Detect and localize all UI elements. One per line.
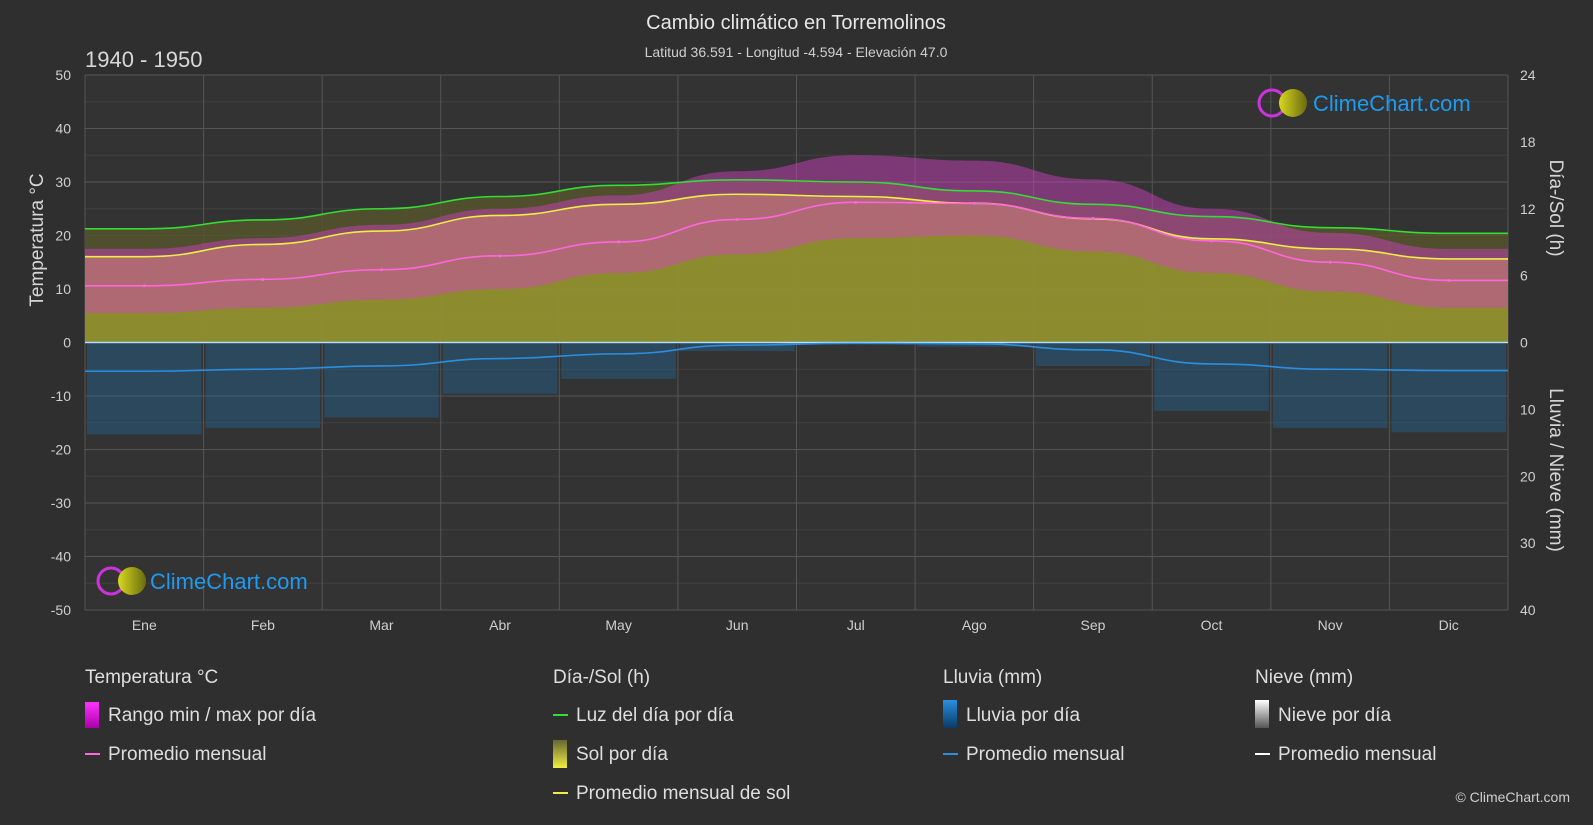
- legend-rain-label: Lluvia por día: [966, 705, 1081, 726]
- daylight-line: [85, 178, 1508, 235]
- rain-bar: [442, 342, 558, 394]
- legend-temp-heading: Temperatura °C: [85, 667, 218, 688]
- month-label: May: [605, 617, 631, 633]
- period-label: 1940 - 1950: [85, 47, 202, 72]
- legend-sunshine-label: Sol por día: [576, 744, 668, 765]
- legend-snow-heading: Nieve (mm): [1255, 667, 1353, 688]
- axis-ticks: 50 40 30 20 10 0 -10 -20 -30 -40 -50 24 18 12 6 0 10 20 30…: [51, 67, 1536, 618]
- temp-avg-point: [972, 201, 976, 205]
- rain-bar: [87, 342, 202, 435]
- temp-avg-point: [379, 268, 383, 272]
- month-label: Jun: [726, 617, 749, 633]
- left-tick-label: -40: [51, 549, 71, 565]
- temp-avg-point: [617, 240, 621, 244]
- temp-avg-point: [142, 284, 146, 288]
- temp-range-band: [85, 155, 1508, 314]
- right-axis-label-rain: Lluvia / Nieve (mm): [1545, 388, 1566, 552]
- temp-avg-point: [735, 217, 739, 221]
- rain-bars: [87, 342, 1506, 435]
- right-rain-tick-label: 10: [1520, 401, 1536, 417]
- logo-bottom-text: ClimeChart.com: [150, 569, 308, 594]
- left-tick-label: -50: [51, 602, 71, 618]
- right-rain-tick-label: 30: [1520, 535, 1536, 551]
- left-tick-label: 40: [55, 121, 71, 137]
- temp-avg-point: [498, 254, 502, 258]
- legend-snow-swatch: [1255, 700, 1269, 728]
- sun-avg-line: [85, 193, 1508, 260]
- month-label: Dic: [1439, 617, 1459, 633]
- legend-temp-range-swatch: [85, 702, 99, 728]
- left-tick-label: 20: [55, 228, 71, 244]
- left-tick-label: -10: [51, 388, 71, 404]
- rain-bar: [1272, 342, 1388, 429]
- left-tick-label: 10: [55, 281, 71, 297]
- left-tick-label: 50: [55, 67, 71, 83]
- temp-avg-point: [1447, 278, 1451, 282]
- legend-rain-avg-label: Promedio mensual: [966, 744, 1124, 765]
- month-label: Sep: [1080, 617, 1105, 633]
- rain-bar: [1154, 342, 1269, 411]
- temp-avg-line: [85, 201, 1508, 287]
- right-axis-label-sun: Día-/Sol (h): [1545, 159, 1566, 256]
- right-sun-tick-label: 0: [1520, 335, 1528, 351]
- copyright: © ClimeChart.com: [1455, 789, 1570, 805]
- legend-rain-swatch: [943, 700, 957, 728]
- chart-title: Cambio climático en Torremolinos: [646, 12, 946, 34]
- legend-rain-heading: Lluvia (mm): [943, 667, 1042, 688]
- rain-bar: [679, 342, 795, 352]
- legend-snow-avg-label: Promedio mensual: [1278, 744, 1436, 765]
- legend-sunshine-swatch: [553, 740, 567, 768]
- rain-bar: [205, 342, 321, 429]
- logo-top-text: ClimeChart.com: [1313, 91, 1471, 116]
- legend-temp-avg-label: Promedio mensual: [108, 744, 266, 765]
- right-sun-tick-label: 6: [1520, 268, 1528, 284]
- month-label: Nov: [1318, 617, 1343, 633]
- left-tick-label: -20: [51, 442, 71, 458]
- left-tick-label: -30: [51, 495, 71, 511]
- right-rain-tick-label: 20: [1520, 468, 1536, 484]
- legend-sun-avg-label: Promedio mensual de sol: [576, 783, 790, 804]
- right-sun-tick-label: 12: [1520, 201, 1536, 217]
- left-tick-label: 30: [55, 174, 71, 190]
- logo-top[interactable]: ClimeChart.com: [1257, 88, 1471, 118]
- left-tick-label: 0: [63, 335, 71, 351]
- logo-globe-icon: [1279, 89, 1307, 117]
- rain-bar: [1391, 342, 1506, 433]
- temp-avg-point: [1091, 216, 1095, 220]
- temp-avg-point: [854, 200, 858, 204]
- legend-sun-heading: Día-/Sol (h): [553, 667, 650, 688]
- month-label: Mar: [369, 617, 393, 633]
- rain-bar: [324, 342, 439, 418]
- right-sun-tick-label: 24: [1520, 67, 1536, 83]
- series-lines: [84, 178, 1509, 373]
- logo-globe-icon: [118, 567, 146, 595]
- chart-subtitle: Latitud 36.591 - Longitud -4.594 - Eleva…: [645, 44, 948, 60]
- temp-avg-point: [1328, 260, 1332, 264]
- month-label: Abr: [489, 617, 511, 633]
- temp-avg-point: [1210, 239, 1214, 243]
- rain-bar: [561, 342, 676, 379]
- legend-temp-range-label: Rango min / max por día: [108, 705, 316, 726]
- logo-bottom[interactable]: ClimeChart.com: [96, 566, 308, 596]
- month-label: Ago: [962, 617, 987, 633]
- month-label: Jul: [847, 617, 865, 633]
- left-axis-label: Temperatura °C: [27, 173, 48, 306]
- right-sun-tick-label: 18: [1520, 134, 1536, 150]
- month-label: Oct: [1201, 617, 1223, 633]
- month-labels: Ene Feb Mar Abr May Jun Jul Ago Sep Oct Nov Dic: [132, 617, 1459, 633]
- month-label: Feb: [251, 617, 275, 633]
- sunshine-fill: [85, 194, 1508, 343]
- right-rain-tick-label: 40: [1520, 602, 1536, 618]
- rain-avg-line: [85, 342, 1509, 373]
- temp-avg-point: [261, 277, 265, 281]
- legend-snow-label: Nieve por día: [1278, 705, 1391, 726]
- temp-range-band: [85, 155, 1508, 314]
- legend-daylight-label: Luz del día por día: [576, 705, 734, 726]
- legend: Temperatura °C Rango min / max por día P…: [85, 667, 1436, 804]
- rain-bar: [1035, 342, 1151, 367]
- month-label: Ene: [132, 617, 157, 633]
- sunshine-area: [85, 179, 1508, 343]
- rain-bar: [917, 342, 1032, 347]
